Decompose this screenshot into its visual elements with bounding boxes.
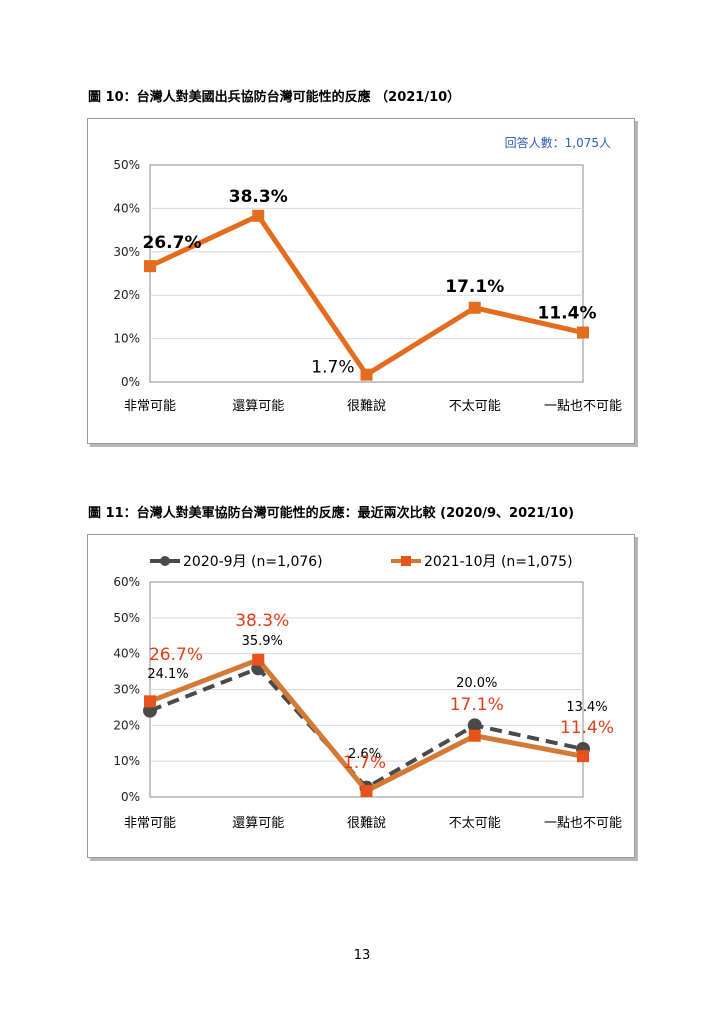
series-2020-label: 35.9% xyxy=(242,634,283,649)
x-tick-label: 還算可能 xyxy=(232,399,284,414)
series-2020-label: 2.6% xyxy=(348,747,381,762)
x-tick-label: 很難說 xyxy=(347,398,386,414)
series-2021-label: 11.4% xyxy=(560,718,614,738)
y-tick-label: 0% xyxy=(121,375,140,389)
series-2021-point xyxy=(577,750,589,763)
x-tick-label: 不太可能 xyxy=(449,816,501,831)
y-tick-label: 0% xyxy=(121,790,140,804)
x-tick-label: 一點也不可能 xyxy=(544,399,622,414)
y-tick-label: 20% xyxy=(113,718,140,732)
legend-marker-2021 xyxy=(401,556,411,566)
figure-10-chart: 回答人數：1,075人 0% 10% 20% 30% 40% 50% 非常可能 還算可能 很難說 不… xyxy=(113,135,622,414)
y-tick-label: 10% xyxy=(113,754,140,768)
series-2021-point xyxy=(468,729,481,742)
respondent-count-note: 回答人數：1,075人 xyxy=(505,135,611,150)
data-point xyxy=(360,368,373,381)
y-tick-label: 60% xyxy=(113,575,140,589)
x-tick-label: 還算可能 xyxy=(232,816,284,831)
series-2020-label: 20.0% xyxy=(456,676,497,691)
legend-label-2021: 2021-10月 (n=1,075) xyxy=(424,554,573,570)
y-tick-label: 40% xyxy=(113,647,140,661)
figure-11-caption: 圖 11：台灣人對美軍協防台灣可能性的反應：最近兩次比較 (2020/9、202… xyxy=(88,506,575,521)
y-tick-label: 30% xyxy=(113,683,140,697)
page-number: 13 xyxy=(353,948,371,963)
data-point xyxy=(252,209,265,222)
y-tick-label: 50% xyxy=(113,611,140,625)
series-2021-point xyxy=(252,653,265,666)
x-tick-label: 非常可能 xyxy=(124,399,176,414)
series-2020-label: 13.4% xyxy=(566,700,607,715)
data-point xyxy=(468,301,481,314)
plot-area xyxy=(149,164,584,383)
data-label: 17.1% xyxy=(445,277,504,297)
y-tick-label: 10% xyxy=(113,332,140,346)
x-tick-label: 很難說 xyxy=(347,815,386,831)
figure-11-chart: 2020-9月 (n=1,076) 2021-10月 (n=1,075) 0% 10%… xyxy=(113,554,622,831)
data-label: 1.7% xyxy=(311,358,354,378)
data-label: 11.4% xyxy=(538,304,597,324)
y-tick-label: 20% xyxy=(113,288,140,302)
figure-10-caption: 圖 10：台灣人對美國出兵協防台灣可能性的反應 （2021/10） xyxy=(88,90,461,105)
y-tick-label: 30% xyxy=(113,245,140,259)
data-point xyxy=(577,326,589,339)
legend-label-2020: 2020-9月 (n=1,076) xyxy=(183,554,323,570)
series-2020-point xyxy=(467,718,482,733)
series-2021-point xyxy=(360,784,373,797)
legend-marker-2020 xyxy=(160,556,170,566)
data-label: 38.3% xyxy=(229,187,288,207)
figure-11-frame: 2020-9月 (n=1,076) 2021-10月 (n=1,075) 0% 10%… xyxy=(87,534,635,858)
y-tick-label: 50% xyxy=(113,158,140,172)
x-tick-label: 不太可能 xyxy=(449,399,501,414)
figure-10-frame: 回答人數：1,075人 0% 10% 20% 30% 40% 50% 非常可能 還算可能 很難說 不… xyxy=(87,118,635,444)
series-2021-label: 1.7% xyxy=(343,753,386,773)
series-2021-label: 17.1% xyxy=(450,695,504,715)
series-2021-label: 26.7% xyxy=(149,645,203,665)
series-2021-label: 38.3% xyxy=(235,611,289,631)
x-tick-label: 非常可能 xyxy=(124,816,176,831)
x-tick-label: 一點也不可能 xyxy=(544,816,622,831)
data-label: 26.7% xyxy=(143,233,202,253)
series-2021-point xyxy=(144,695,156,708)
data-point xyxy=(144,260,156,273)
series-2020-label: 24.1% xyxy=(147,667,188,682)
y-tick-label: 40% xyxy=(113,201,140,215)
